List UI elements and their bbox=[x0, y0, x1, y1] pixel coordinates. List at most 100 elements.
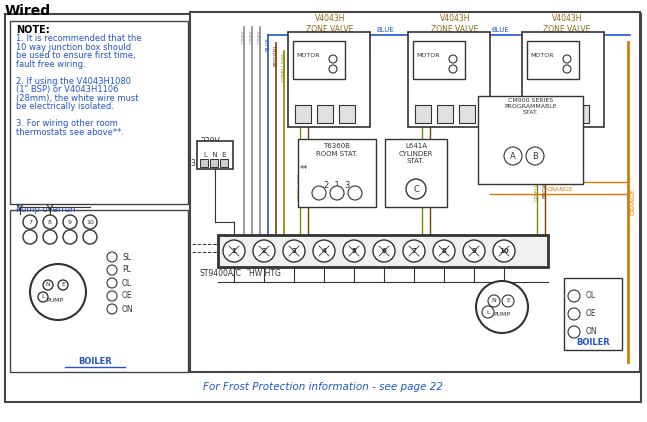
Text: MOTOR: MOTOR bbox=[296, 52, 320, 57]
Circle shape bbox=[83, 230, 97, 244]
Bar bbox=[190, 12, 640, 372]
Bar bbox=[295, 105, 311, 123]
Bar bbox=[197, 141, 233, 169]
Text: N: N bbox=[46, 282, 50, 287]
Text: 10: 10 bbox=[86, 219, 94, 225]
Text: L641A
CYLINDER
STAT.: L641A CYLINDER STAT. bbox=[399, 143, 433, 164]
Text: 8: 8 bbox=[441, 248, 446, 254]
Text: 3. For wiring other room: 3. For wiring other room bbox=[16, 119, 118, 128]
Bar bbox=[288, 32, 370, 127]
Circle shape bbox=[568, 326, 580, 338]
Text: (28mm), the white wire must: (28mm), the white wire must bbox=[16, 94, 138, 103]
Text: MOTOR: MOTOR bbox=[416, 52, 440, 57]
Circle shape bbox=[43, 215, 57, 229]
Circle shape bbox=[43, 230, 57, 244]
Text: S: S bbox=[246, 266, 250, 271]
Circle shape bbox=[463, 240, 485, 262]
Text: BROWN: BROWN bbox=[274, 45, 278, 66]
Text: N: N bbox=[235, 266, 239, 271]
Circle shape bbox=[449, 55, 457, 63]
Text: OE: OE bbox=[122, 292, 133, 300]
Text: L: L bbox=[487, 309, 490, 314]
Circle shape bbox=[476, 281, 528, 333]
Text: SL: SL bbox=[122, 252, 131, 262]
Text: ON: ON bbox=[586, 327, 598, 336]
Circle shape bbox=[63, 215, 77, 229]
Text: 1. It is recommended that the: 1. It is recommended that the bbox=[16, 34, 142, 43]
Text: L  N  E: L N E bbox=[204, 152, 226, 158]
Bar bbox=[339, 105, 355, 123]
Text: ORANGE: ORANGE bbox=[547, 187, 573, 192]
Circle shape bbox=[373, 240, 395, 262]
Circle shape bbox=[63, 230, 77, 244]
Text: 9: 9 bbox=[472, 248, 476, 254]
Text: **: ** bbox=[300, 165, 309, 173]
Circle shape bbox=[107, 278, 117, 288]
Bar bbox=[573, 105, 589, 123]
Text: G/YELLOW: G/YELLOW bbox=[298, 173, 303, 201]
Text: 4: 4 bbox=[322, 248, 327, 254]
Bar bbox=[564, 278, 622, 350]
Circle shape bbox=[253, 240, 275, 262]
Circle shape bbox=[223, 240, 245, 262]
Text: GREY: GREY bbox=[258, 29, 263, 43]
Text: fault free wiring.: fault free wiring. bbox=[16, 60, 86, 68]
Text: PUMP: PUMP bbox=[47, 298, 63, 303]
Circle shape bbox=[43, 280, 53, 290]
Text: BOILER: BOILER bbox=[576, 338, 610, 347]
Text: 2: 2 bbox=[261, 248, 267, 254]
Text: be electrically isolated.: be electrically isolated. bbox=[16, 102, 114, 111]
Bar bbox=[210, 159, 218, 167]
Text: L: L bbox=[41, 295, 45, 300]
Circle shape bbox=[433, 240, 455, 262]
Bar bbox=[298, 139, 376, 207]
Text: BROWN: BROWN bbox=[542, 176, 547, 197]
Text: thermostats see above**.: thermostats see above**. bbox=[16, 127, 124, 136]
Text: For Frost Protection information - see page 22: For Frost Protection information - see p… bbox=[203, 382, 443, 392]
Bar bbox=[218, 235, 548, 267]
Text: OL: OL bbox=[122, 279, 132, 287]
Bar bbox=[459, 105, 475, 123]
Bar bbox=[551, 105, 567, 123]
Text: BROWN: BROWN bbox=[305, 176, 311, 197]
Text: GREY: GREY bbox=[241, 29, 247, 43]
Text: 1: 1 bbox=[232, 248, 236, 254]
Text: Pump overrun: Pump overrun bbox=[16, 205, 76, 214]
Text: V4043H
ZONE VALVE
HTG2: V4043H ZONE VALVE HTG2 bbox=[543, 14, 591, 45]
Text: V4043H
ZONE VALVE
HW: V4043H ZONE VALVE HW bbox=[432, 14, 479, 45]
Circle shape bbox=[107, 304, 117, 314]
Circle shape bbox=[83, 215, 97, 229]
Bar bbox=[293, 41, 345, 79]
Text: (1" BSP) or V4043H1106: (1" BSP) or V4043H1106 bbox=[16, 85, 118, 94]
Circle shape bbox=[348, 186, 362, 200]
Circle shape bbox=[283, 240, 305, 262]
Circle shape bbox=[312, 186, 326, 200]
Circle shape bbox=[107, 252, 117, 262]
Bar bbox=[10, 210, 188, 372]
Circle shape bbox=[343, 240, 365, 262]
Text: N: N bbox=[492, 298, 496, 303]
Text: 10 way junction box should: 10 way junction box should bbox=[16, 43, 131, 51]
Text: G/YELLOW: G/YELLOW bbox=[281, 53, 287, 81]
Text: 2. If using the V4043H1080: 2. If using the V4043H1080 bbox=[16, 76, 131, 86]
Text: 6: 6 bbox=[382, 248, 386, 254]
Text: MOTOR: MOTOR bbox=[531, 52, 554, 57]
Text: be used to ensure first time,: be used to ensure first time, bbox=[16, 51, 136, 60]
Circle shape bbox=[563, 55, 571, 63]
Bar bbox=[522, 32, 604, 127]
Text: T6360B
ROOM STAT.: T6360B ROOM STAT. bbox=[316, 143, 358, 157]
Text: ORANGE: ORANGE bbox=[631, 189, 636, 215]
Text: HW HTG: HW HTG bbox=[249, 269, 281, 278]
Circle shape bbox=[329, 65, 337, 73]
Bar bbox=[527, 41, 579, 79]
Bar bbox=[317, 105, 333, 123]
Bar bbox=[413, 41, 465, 79]
Circle shape bbox=[493, 240, 515, 262]
Text: V4043H
ZONE VALVE
HTG1: V4043H ZONE VALVE HTG1 bbox=[306, 14, 354, 45]
Circle shape bbox=[403, 240, 425, 262]
Text: B: B bbox=[532, 151, 538, 160]
Text: 3: 3 bbox=[292, 248, 296, 254]
Circle shape bbox=[568, 290, 580, 302]
Text: G/YELLOW: G/YELLOW bbox=[419, 173, 424, 201]
Circle shape bbox=[488, 295, 500, 307]
